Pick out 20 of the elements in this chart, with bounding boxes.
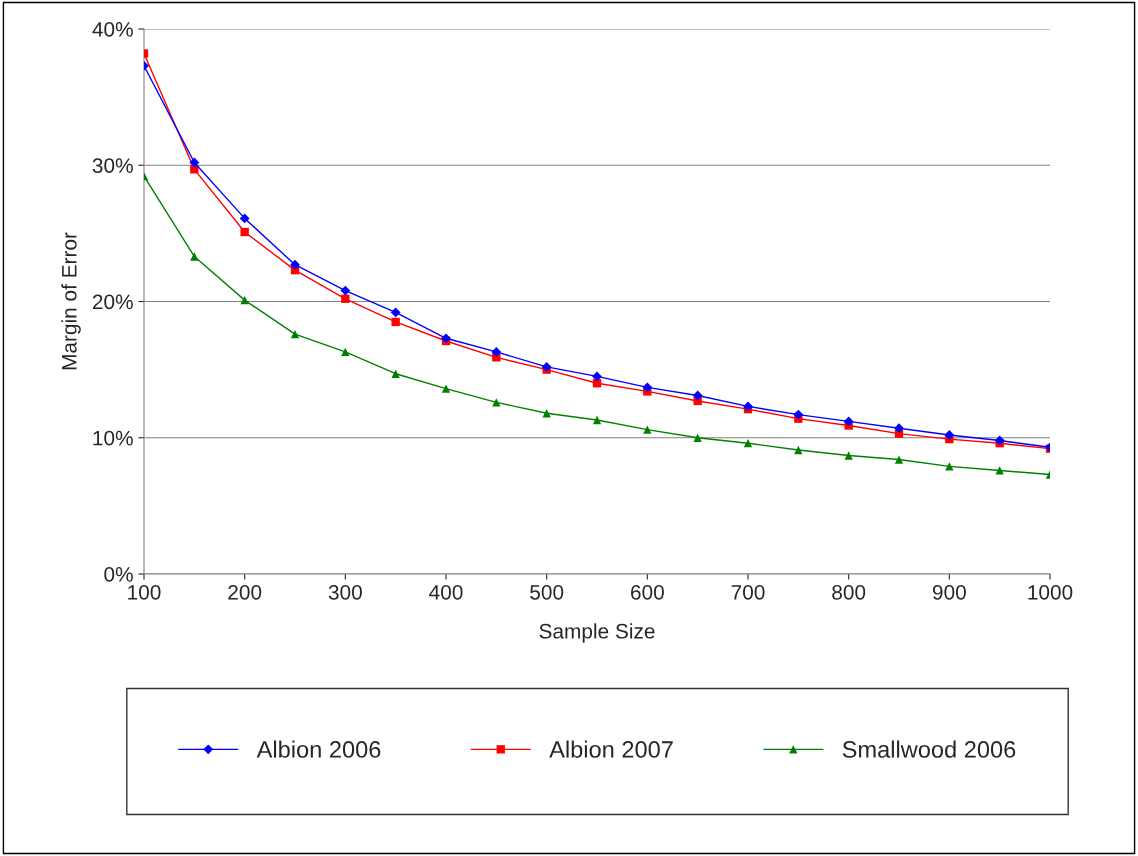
x-tick-label: 600 bbox=[631, 584, 664, 600]
legend-label: Smallwood 2006 bbox=[842, 740, 1016, 758]
y-tick-label: 30% bbox=[92, 158, 133, 173]
x-tick-label: 100 bbox=[128, 584, 161, 600]
y-tick-label: 0% bbox=[104, 567, 133, 582]
legend-label: Albion 2007 bbox=[549, 740, 673, 758]
y-tick-label: 40% bbox=[92, 22, 133, 37]
legend-label: Albion 2006 bbox=[256, 740, 381, 758]
x-tick-label: 1000 bbox=[1028, 584, 1073, 600]
x-tick-label: 700 bbox=[731, 584, 765, 600]
y-tick-label: 10% bbox=[93, 430, 133, 446]
y-tick-label: 20% bbox=[92, 294, 133, 310]
y-axis-title: Margin of Error bbox=[61, 232, 81, 370]
x-axis-title: Sample Size bbox=[539, 623, 655, 643]
x-tick-label: 900 bbox=[932, 584, 966, 600]
x-tick-label: 400 bbox=[429, 584, 463, 600]
x-tick-label: 500 bbox=[530, 584, 564, 600]
x-tick-label: 200 bbox=[228, 584, 262, 600]
x-tick-label: 300 bbox=[328, 584, 362, 600]
x-tick-label: 800 bbox=[832, 584, 866, 600]
